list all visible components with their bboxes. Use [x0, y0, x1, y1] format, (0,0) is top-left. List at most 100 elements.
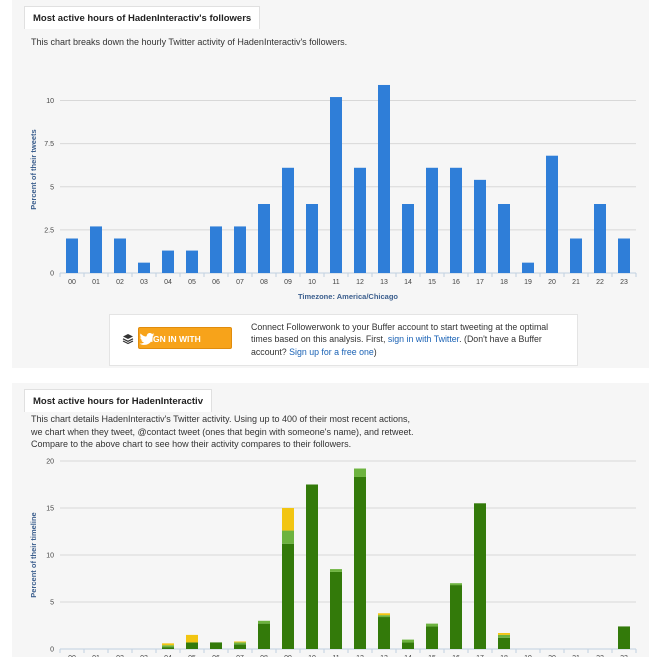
x-tick-label: 07 [236, 655, 244, 657]
bar[interactable] [570, 238, 582, 274]
sign-in-with-twitter-link[interactable]: sign in with Twitter [387, 334, 460, 345]
bar-segment[interactable] [378, 613, 390, 616]
x-tick-label: 21 [572, 279, 580, 286]
bar-segment[interactable] [450, 583, 462, 586]
x-tick-label: 13 [380, 655, 388, 657]
y-axis-title: Percent of their tweets [29, 129, 38, 209]
bar[interactable] [258, 204, 270, 273]
y-tick-label: 2.5 [44, 227, 54, 234]
bar-segment[interactable] [330, 569, 342, 572]
bar-segment[interactable] [402, 639, 414, 643]
x-tick-label: 17 [476, 655, 484, 657]
buffer-connect-box: SIGN IN WITH Connect Followerwonk to you… [109, 314, 578, 366]
x-tick-label: 07 [236, 279, 244, 286]
x-tick-label: 06 [212, 655, 220, 657]
bar-segment[interactable] [330, 571, 342, 649]
x-tick-label: 01 [92, 655, 100, 657]
bar-segment[interactable] [618, 626, 630, 649]
bar[interactable] [522, 262, 534, 273]
x-tick-label: 06 [212, 279, 220, 286]
x-tick-label: 03 [140, 279, 148, 286]
x-tick-label: 05 [188, 655, 196, 657]
bar[interactable] [546, 155, 558, 273]
x-tick-label: 23 [620, 655, 628, 657]
x-tick-label: 10 [308, 655, 316, 657]
x-tick-label: 18 [500, 655, 508, 657]
bar-segment[interactable] [234, 644, 246, 649]
x-tick-label: 14 [404, 655, 412, 657]
bar[interactable] [426, 167, 438, 273]
x-tick-label: 04 [164, 279, 172, 286]
bar-segment[interactable] [378, 617, 390, 649]
bar[interactable] [498, 204, 510, 273]
x-tick-label: 15 [428, 279, 436, 286]
sign-up-buffer-link[interactable]: Sign up for a free one [289, 346, 374, 357]
x-tick-label: 11 [332, 279, 339, 286]
bar-segment[interactable] [162, 643, 174, 646]
bar-segment[interactable] [234, 642, 246, 645]
bar[interactable] [450, 167, 462, 273]
x-tick-label: 19 [524, 655, 532, 657]
bar-segment[interactable] [210, 642, 222, 649]
y-tick-label: 7.5 [44, 141, 54, 148]
bar[interactable] [90, 226, 102, 273]
own-hourly-chart: 0510152000010203040506070809101112131415… [29, 459, 637, 657]
x-tick-label: 02 [116, 655, 124, 657]
bar[interactable] [330, 97, 342, 273]
own-activity-tab[interactable]: Most active hours for HadenInteractiv [24, 389, 212, 412]
bar-segment[interactable] [162, 647, 174, 649]
x-tick-label: 23 [620, 279, 628, 286]
bar[interactable] [354, 167, 366, 273]
bar[interactable] [402, 204, 414, 273]
bar[interactable] [306, 204, 318, 273]
bar[interactable] [282, 167, 294, 273]
bar-segment[interactable] [498, 633, 510, 635]
x-tick-label: 05 [188, 279, 196, 286]
bar-segment[interactable] [306, 484, 318, 650]
bar[interactable] [474, 179, 486, 273]
bar-segment[interactable] [354, 476, 366, 649]
bar-segment[interactable] [282, 530, 294, 544]
bar-segment[interactable] [258, 623, 270, 649]
bar[interactable] [210, 226, 222, 273]
x-tick-label: 08 [260, 279, 268, 286]
bar-segment[interactable] [186, 634, 198, 643]
bar-segment[interactable] [162, 645, 174, 648]
own-activity-panel: Most active hours for HadenInteractiv Th… [12, 383, 649, 657]
bar[interactable] [138, 262, 150, 273]
followers-activity-tab[interactable]: Most active hours of HadenInteractiv's f… [24, 6, 261, 29]
x-tick-label: 14 [404, 279, 412, 286]
x-tick-label: 16 [452, 655, 460, 657]
bar[interactable] [378, 84, 390, 273]
bar[interactable] [114, 238, 126, 274]
buffer-logo-icon [122, 334, 134, 345]
bar-segment[interactable] [498, 634, 510, 638]
bar-segment[interactable] [402, 642, 414, 649]
y-tick-label: 10 [46, 98, 54, 105]
bar[interactable] [66, 238, 78, 274]
bar-segment[interactable] [186, 642, 198, 649]
sign-in-with-twitter-button[interactable]: SIGN IN WITH [138, 327, 232, 349]
y-tick-label: 10 [46, 553, 54, 560]
bar-segment[interactable] [426, 626, 438, 649]
bar[interactable] [162, 250, 174, 273]
followers-hourly-chart: 0 2.5 5 7.5 10 00 01 02 03 04 05 06 07 08 09 10 11 12 13 14… [29, 84, 637, 301]
bar-segment[interactable] [498, 637, 510, 649]
y-tick-label: 15 [46, 506, 54, 513]
bar-segment[interactable] [450, 585, 462, 649]
bar[interactable] [234, 226, 246, 273]
bar[interactable] [186, 250, 198, 273]
bar[interactable] [594, 204, 606, 273]
buffer-connect-text: Connect Followerwonk to your Buffer acco… [251, 321, 571, 358]
bar-segment[interactable] [426, 623, 438, 627]
twitter-bird-icon [139, 333, 155, 345]
bar-segment[interactable] [282, 543, 294, 649]
bar-segment[interactable] [378, 615, 390, 618]
x-tick-label: 22 [596, 279, 604, 286]
bar[interactable] [618, 238, 630, 274]
bar-segment[interactable] [258, 620, 270, 624]
bar-segment[interactable] [234, 641, 246, 643]
bar-segment[interactable] [282, 508, 294, 531]
bar-segment[interactable] [354, 468, 366, 477]
bar-segment[interactable] [474, 503, 486, 649]
